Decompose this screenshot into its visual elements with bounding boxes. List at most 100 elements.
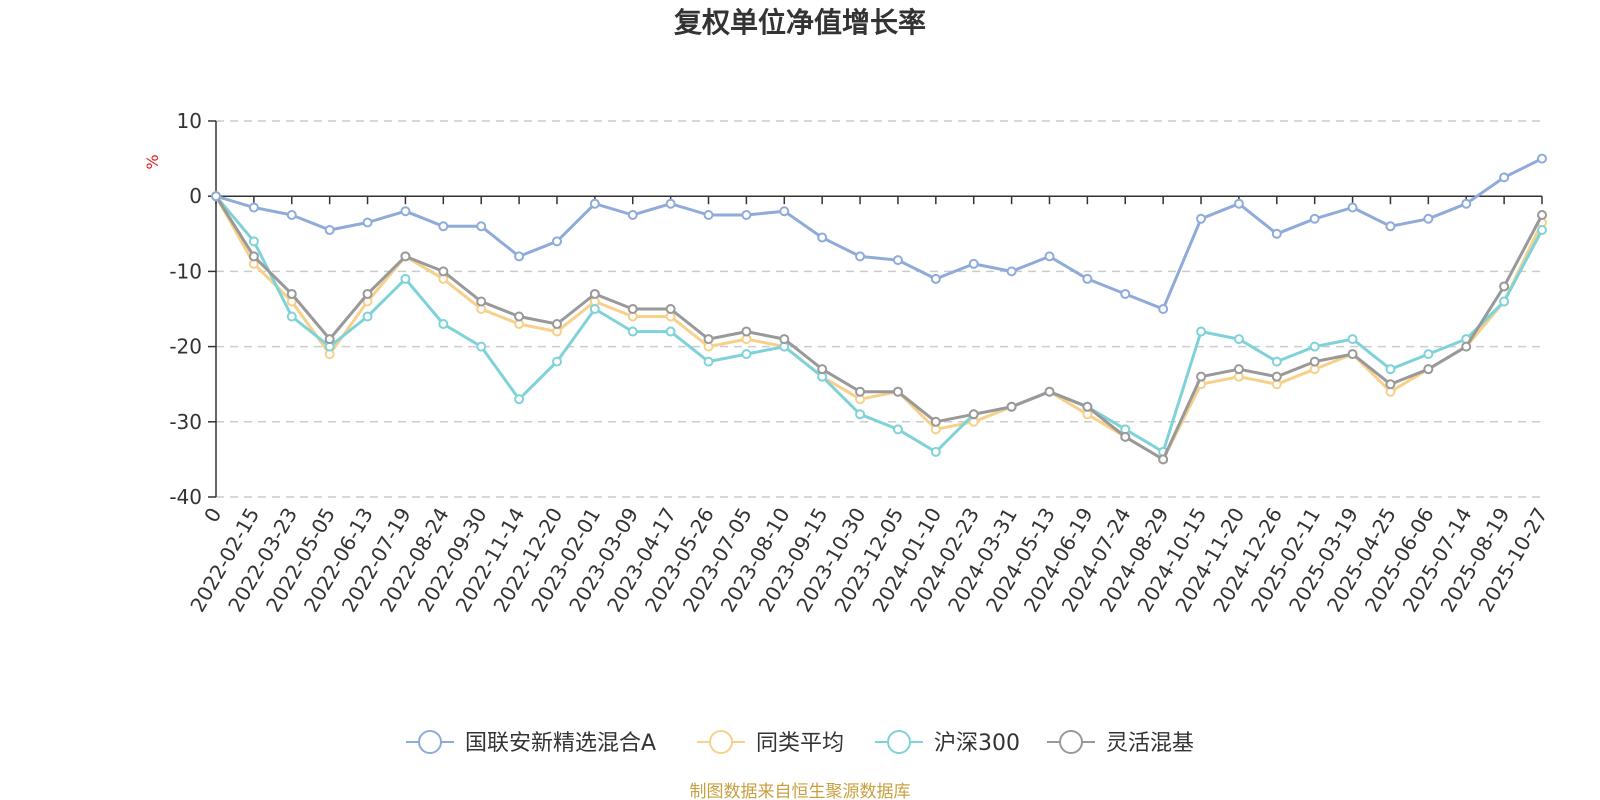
y-tick-label: -20 bbox=[169, 335, 202, 359]
data-point bbox=[1461, 198, 1472, 209]
data-point bbox=[1423, 349, 1434, 360]
data-point bbox=[968, 409, 979, 420]
data-point bbox=[930, 416, 941, 427]
data-point bbox=[665, 326, 676, 337]
data-source-note: 制图数据来自恒生聚源数据库 bbox=[690, 782, 911, 800]
data-point bbox=[211, 191, 221, 202]
data-point bbox=[589, 288, 600, 299]
legend-item-3[interactable]: 灵活混基 bbox=[1047, 730, 1194, 756]
data-point bbox=[892, 424, 903, 435]
data-point bbox=[855, 409, 866, 420]
data-point bbox=[1233, 334, 1244, 345]
legend[interactable]: 国联安新精选混合A 同类平均 沪深300 灵活混基 bbox=[406, 730, 1194, 756]
data-point bbox=[1158, 454, 1169, 465]
data-point bbox=[892, 386, 903, 397]
series-line-2 bbox=[214, 195, 1544, 454]
data-point bbox=[362, 217, 373, 228]
legend-label: 国联安新精选混合A bbox=[465, 731, 656, 756]
data-point bbox=[1196, 213, 1207, 224]
data-point bbox=[1233, 364, 1244, 375]
legend-marker bbox=[887, 730, 911, 754]
y-tick-label: -10 bbox=[169, 259, 202, 283]
y-tick-label: -40 bbox=[169, 485, 202, 509]
data-point bbox=[1120, 431, 1131, 442]
data-point bbox=[1309, 341, 1320, 352]
data-point bbox=[627, 326, 638, 337]
data-point bbox=[1082, 273, 1093, 284]
data-point bbox=[703, 210, 714, 220]
data-point bbox=[1537, 210, 1547, 220]
data-point bbox=[514, 394, 525, 405]
data-point bbox=[476, 341, 487, 352]
data-point bbox=[551, 236, 562, 247]
data-point bbox=[551, 356, 562, 367]
data-point bbox=[324, 225, 335, 236]
data-point bbox=[779, 334, 790, 345]
data-point bbox=[1309, 213, 1320, 224]
data-point bbox=[551, 319, 562, 330]
x-axis: 02022-02-152022-03-232022-05-052022-06-1… bbox=[185, 195, 1552, 616]
chart-title: 复权单位净值增长率 bbox=[674, 6, 926, 39]
data-point bbox=[1499, 172, 1510, 183]
data-point bbox=[248, 251, 259, 262]
data-point bbox=[741, 210, 752, 220]
legend-label: 同类平均 bbox=[756, 731, 844, 756]
legend-item-2[interactable]: 沪深300 bbox=[875, 730, 1020, 756]
data-point bbox=[1347, 334, 1358, 345]
legend-label: 灵活混基 bbox=[1106, 731, 1194, 756]
data-point bbox=[1196, 326, 1207, 337]
data-point bbox=[1158, 304, 1169, 314]
data-point bbox=[1006, 401, 1017, 412]
data-point bbox=[476, 296, 487, 307]
data-point bbox=[1271, 356, 1282, 367]
series-line-1 bbox=[214, 195, 1544, 461]
data-point bbox=[627, 304, 638, 314]
y-tick-label: -30 bbox=[169, 410, 202, 434]
data-point bbox=[1537, 153, 1547, 164]
series-line-3 bbox=[214, 195, 1544, 461]
data-point bbox=[1347, 349, 1358, 360]
data-point bbox=[1423, 213, 1434, 224]
data-point bbox=[1347, 202, 1358, 213]
data-point bbox=[1271, 371, 1282, 382]
data-point bbox=[627, 210, 638, 220]
data-point bbox=[855, 386, 866, 397]
legend-marker bbox=[1059, 730, 1083, 754]
data-point bbox=[855, 251, 866, 262]
data-point bbox=[438, 221, 449, 232]
y-axis: 10 0 -10 -20 -30 -40 bbox=[169, 109, 217, 509]
data-point bbox=[438, 266, 449, 277]
data-point bbox=[1461, 341, 1472, 352]
legend-item-1[interactable]: 同类平均 bbox=[697, 730, 844, 756]
data-point bbox=[1120, 288, 1131, 299]
data-point bbox=[248, 236, 259, 247]
data-point bbox=[930, 446, 941, 457]
data-point bbox=[703, 334, 714, 345]
y-tick-label: 10 bbox=[177, 109, 202, 133]
data-point bbox=[514, 251, 525, 262]
y-axis-unit: % bbox=[143, 154, 162, 169]
data-point bbox=[892, 255, 903, 266]
data-point bbox=[741, 326, 752, 337]
data-point bbox=[1309, 356, 1320, 367]
data-point bbox=[741, 349, 752, 360]
data-point bbox=[438, 319, 449, 330]
data-point bbox=[1537, 225, 1547, 236]
data-point bbox=[362, 288, 373, 299]
data-point bbox=[286, 311, 297, 322]
data-point bbox=[1006, 266, 1017, 277]
data-point bbox=[1271, 228, 1282, 239]
legend-marker bbox=[709, 730, 733, 754]
data-point bbox=[362, 311, 373, 322]
data-point bbox=[1385, 379, 1396, 390]
data-point bbox=[400, 206, 411, 217]
data-point bbox=[968, 258, 979, 269]
legend-item-0[interactable]: 国联安新精选混合A bbox=[406, 730, 656, 756]
data-point bbox=[514, 311, 525, 322]
data-point bbox=[665, 304, 676, 314]
data-point bbox=[1044, 251, 1055, 262]
y-tick-label: 0 bbox=[189, 184, 202, 208]
data-point bbox=[703, 356, 714, 367]
data-point bbox=[589, 304, 600, 314]
